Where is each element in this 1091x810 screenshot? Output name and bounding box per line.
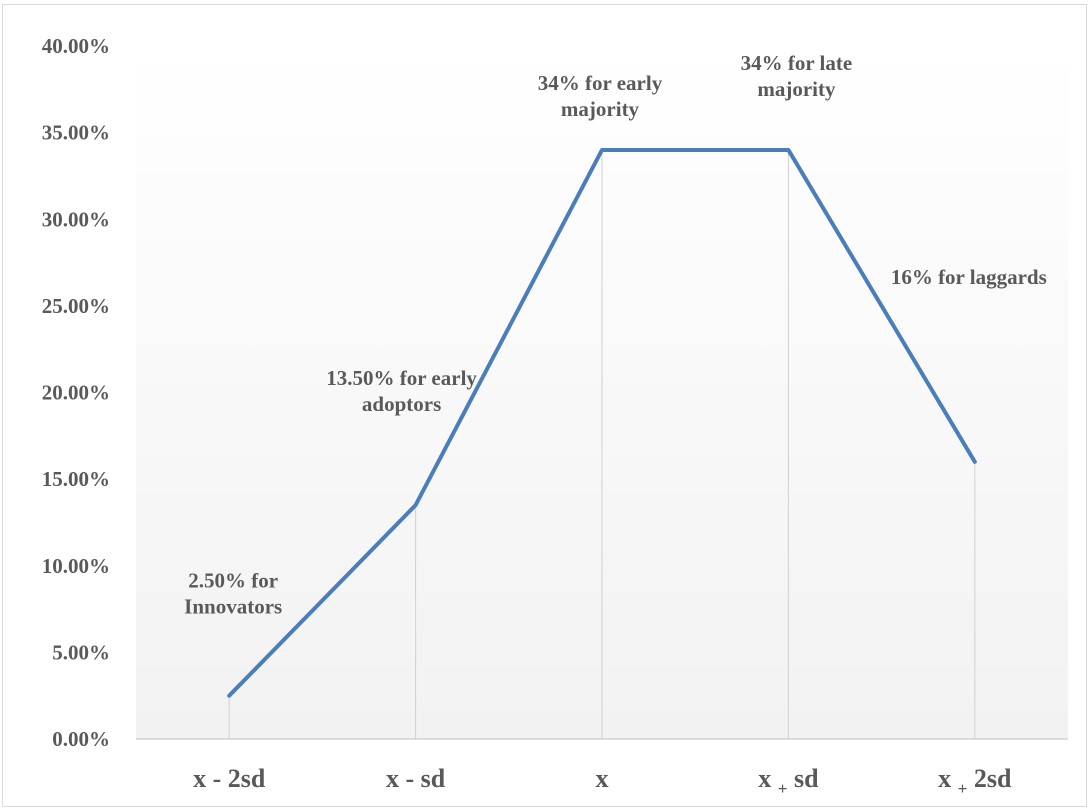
y-tick-label: 35.00% — [42, 121, 110, 145]
y-tick-label: 20.00% — [42, 381, 110, 405]
y-tick-label: 40.00% — [42, 34, 110, 58]
data-label: 13.50% for early adoptors — [326, 366, 477, 416]
y-tick-label: 15.00% — [42, 467, 110, 491]
series-line — [227, 147, 977, 698]
y-tick-label: 10.00% — [42, 554, 110, 578]
x-tick-label: x - 2sd — [193, 764, 266, 793]
data-label: 34% for late majority — [741, 51, 853, 101]
data-labels: 2.50% for Innovators 13.50% for early adopt… — [184, 51, 1047, 619]
x-axis-tick-labels: x - 2sd x - sd x x + sd x + 2sd — [193, 764, 1012, 798]
data-label: 16% for laggards — [891, 265, 1047, 289]
y-axis-tick-labels: 0.00% 5.00% 10.00% 15.00% 20.00% 25.00% 30.00%… — [42, 34, 110, 751]
x-tick-label: x + sd — [758, 764, 819, 798]
drop-lines — [228, 149, 976, 739]
x-tick-label: x - sd — [386, 764, 446, 793]
y-tick-label: 0.00% — [52, 727, 110, 751]
y-tick-label: 25.00% — [42, 294, 110, 318]
x-tick-label: x — [596, 764, 609, 793]
y-tick-label: 30.00% — [42, 207, 110, 231]
data-label: 2.50% for Innovators — [184, 569, 282, 619]
x-tick-label: x + 2sd — [938, 764, 1012, 798]
data-label: 34% for early majority — [538, 71, 663, 121]
y-tick-label: 5.00% — [52, 640, 110, 664]
